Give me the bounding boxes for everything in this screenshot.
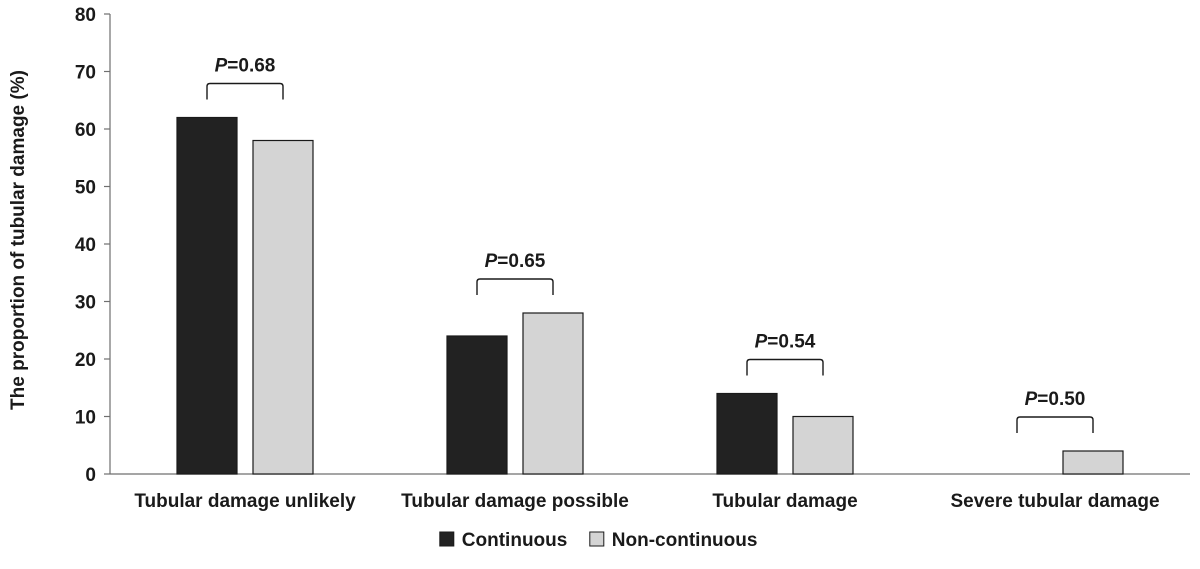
legend: Continuous Non-continuous (439, 530, 758, 551)
y-tick-label: 30 (75, 293, 96, 314)
y-tick-label: 80 (75, 5, 96, 26)
bar-non-continuous (792, 415, 854, 475)
y-tick-label: 0 (85, 465, 96, 486)
y-tick-label: 20 (75, 350, 96, 371)
p-number: =0.68 (227, 56, 275, 77)
p-value-bracket (476, 278, 554, 295)
p-value-bracket (746, 358, 824, 376)
bars (176, 116, 1124, 475)
p-symbol: P (1025, 389, 1038, 410)
p-value-label: P=0.50 (1025, 389, 1086, 410)
x-category-label: Tubular damage unlikely (134, 491, 356, 512)
p-symbol: P (485, 251, 498, 272)
bar-continuous (446, 335, 508, 475)
bar-non-continuous (1062, 450, 1124, 475)
p-value-annotations: P=0.68P=0.65P=0.54P=0.50 (206, 56, 1094, 433)
bar-continuous (176, 116, 238, 475)
p-number: =0.54 (767, 332, 816, 353)
bar-non-continuous (252, 139, 314, 475)
legend-label: Continuous (462, 530, 568, 551)
x-category-label: Severe tubular damage (950, 491, 1159, 512)
y-axis-label: The proportion of tubular damage (%) (8, 70, 29, 410)
p-symbol: P (755, 332, 768, 353)
y-tick-label: 10 (75, 408, 96, 429)
p-value-bracket (1016, 416, 1094, 433)
p-value-label: P=0.68 (215, 56, 276, 77)
y-tick-label: 60 (75, 120, 96, 141)
x-category-label: Tubular damage (712, 491, 857, 512)
p-number: =0.50 (1037, 389, 1085, 410)
legend-swatch (589, 531, 605, 547)
y-tick-label: 70 (75, 63, 96, 84)
bar-continuous (716, 392, 778, 475)
legend-swatch (439, 531, 455, 547)
p-value-label: P=0.65 (485, 251, 546, 272)
x-category-label: Tubular damage possible (401, 491, 629, 512)
bar-non-continuous (522, 312, 584, 475)
p-value-bracket (206, 82, 284, 100)
legend-label: Non-continuous (612, 530, 758, 551)
y-tick-label: 50 (75, 178, 96, 199)
p-number: =0.65 (497, 251, 546, 272)
p-value-label: P=0.54 (755, 332, 816, 353)
axes: 0 10 20 30 40 50 60 70 80 Tubular damage unlikely… (75, 5, 1190, 512)
p-symbol: P (215, 56, 228, 77)
y-tick-label: 40 (75, 235, 96, 256)
